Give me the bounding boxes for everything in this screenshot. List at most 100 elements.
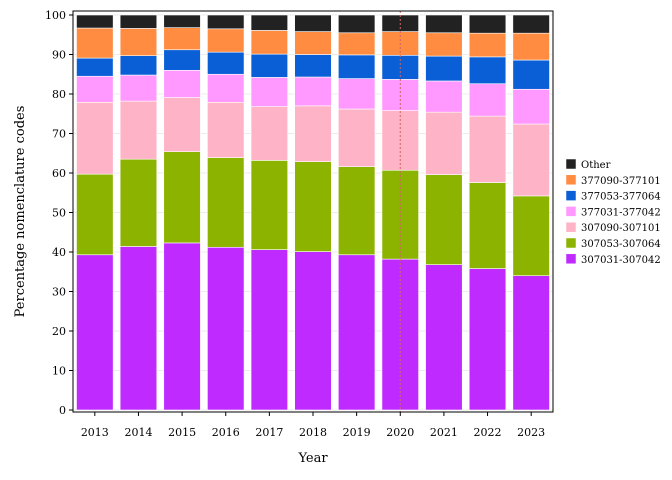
bar-segment [119,14,158,29]
y-tick-label: 30 [52,286,66,299]
y-tick-label: 40 [52,246,66,259]
x-tick-label: 2022 [474,426,502,439]
bar-segment [76,27,114,59]
bar-segment [119,55,158,76]
bar-segment [425,14,463,34]
y-tick-label: 10 [52,365,66,378]
legend-label: 377053-377064 [581,192,661,203]
bar-segment [207,101,245,158]
bar-segment [250,106,288,161]
bar-segment [76,57,114,77]
bar-segment [425,174,463,265]
bar-segment [468,56,507,85]
bar-segment [76,14,114,29]
bar-segment [76,173,114,256]
bar-segment [468,115,507,183]
bar-segment [163,151,201,244]
bar-segment [119,100,158,160]
x-tick-label: 2023 [517,426,545,439]
bar-segment [207,51,245,75]
bar-segment [250,160,288,250]
bar-segment [163,70,201,98]
bar-segment [294,76,332,107]
x-tick-label: 2013 [81,426,109,439]
bar-segment [468,268,507,411]
y-tick-label: 90 [52,49,66,62]
bar-segment [76,75,114,103]
bar-segment [425,32,463,57]
bar-segment [76,254,114,411]
bar-segment [512,59,550,90]
bar-segment [425,111,463,175]
bar-segment [207,157,245,248]
legend-swatch [565,174,577,186]
legend-swatch [565,221,577,233]
legend-swatch [565,190,577,201]
bar-segment [338,54,376,79]
y-tick-label: 70 [52,128,66,141]
bar-segment [294,31,332,55]
bar-segment [425,80,463,113]
bar-segment [294,54,332,78]
bar-segment [468,83,507,117]
bar-segment [512,32,550,61]
legend-label: 307031-307042 [581,255,661,266]
y-tick-label: 50 [52,207,66,220]
bar-segment [338,108,376,167]
legend-swatch [565,253,577,265]
x-tick-label: 2014 [124,426,152,439]
bar-segment [163,49,201,71]
bar-segment [294,161,332,252]
y-axis-label: Percentage nomenclature codes [13,106,28,318]
bar-segment [338,14,376,34]
bar-segment [468,32,507,58]
bar-segment [468,14,507,34]
bar-segment [512,195,550,277]
bar-segment [425,264,463,411]
y-tick-label: 100 [45,9,66,22]
bar-segment [512,275,550,411]
legend-swatch [565,158,577,170]
bar-segment [207,73,245,103]
bar-segment [338,254,376,411]
y-tick-label: 80 [52,88,66,101]
x-tick-label: 2020 [386,426,414,439]
bar-segment [250,77,288,107]
bar-segment [250,249,288,411]
axis-layer: 0 10 20 30 40 50 60 70 80 90 100 2013 2014 2015 2016 20… [45,9,545,439]
y-tick-label: 60 [52,167,66,180]
bar-segment [338,166,376,256]
bar-segment [76,101,114,175]
bar-segment [250,53,288,78]
y-tick-label: 0 [59,404,66,417]
legend-label: 377031-377042 [581,207,661,218]
legend-swatch [565,237,577,249]
bar-segment [512,88,550,125]
bar-segment [250,30,288,55]
bar-segment [468,182,507,269]
legend: Other 377090-377101 377053-377064 377031-37… [565,158,661,266]
bar-segment [119,74,158,102]
x-tick-label: 2016 [212,426,240,439]
bar-segment [425,55,463,82]
x-tick-label: 2018 [299,426,327,439]
bar-segment [207,246,245,411]
legend-label: 307053-307064 [581,239,661,250]
bar-segment [294,14,332,32]
bar-segment [512,14,550,34]
bar-segment [163,242,201,411]
x-axis-label: Year [297,451,328,466]
x-tick-label: 2019 [343,426,371,439]
bar-segment [163,14,201,28]
bar-segment [250,14,288,31]
bar-segment [163,97,201,152]
bar-segment [163,27,201,51]
legend-label: 377090-377101 [581,176,661,187]
bar-segment [512,123,550,197]
bar-segment [207,14,245,30]
y-tick-label: 20 [52,325,66,338]
x-tick-label: 2017 [255,426,283,439]
bar-segment [294,105,332,162]
